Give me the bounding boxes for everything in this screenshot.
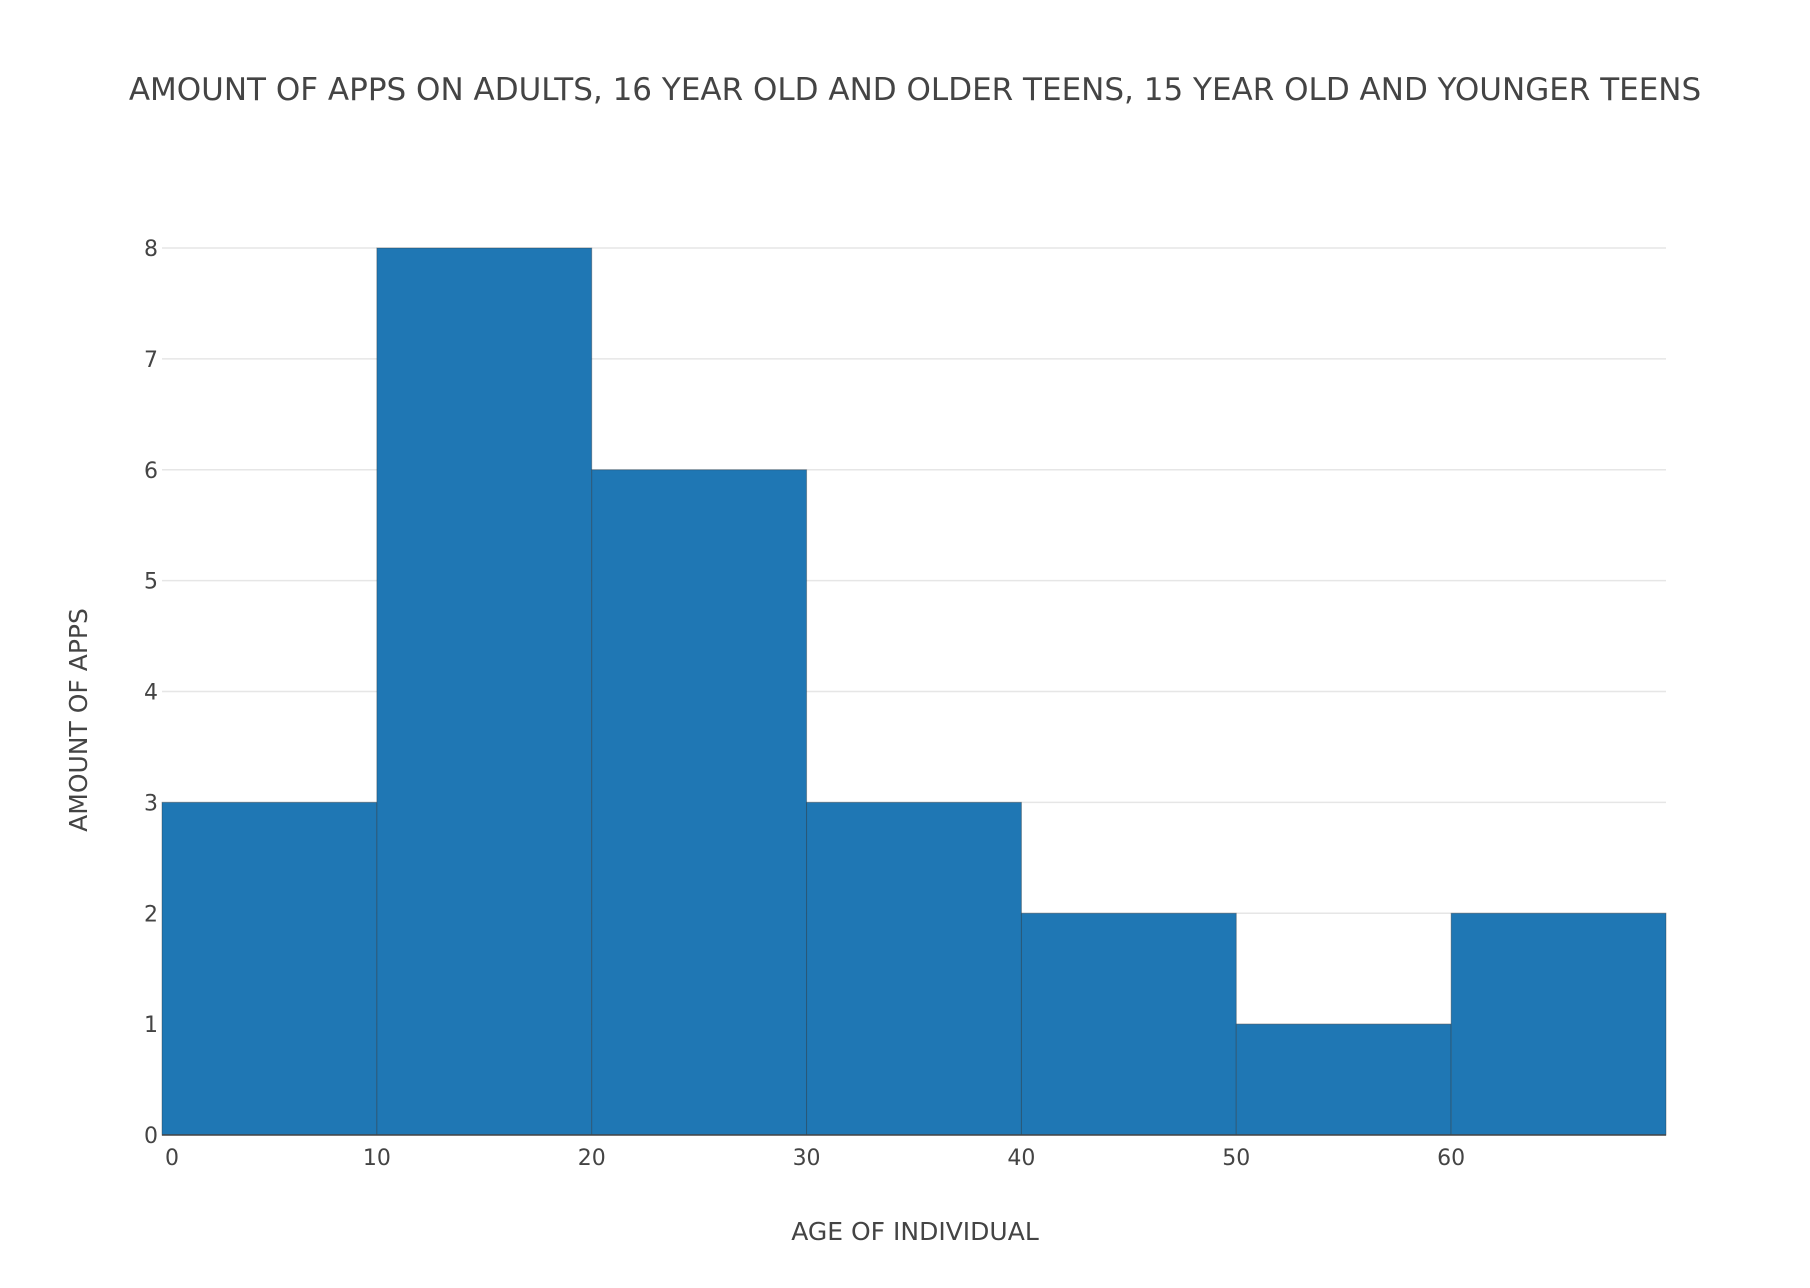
y-tick-label: 3 (144, 791, 158, 816)
axes: 0 1 2 3 4 5 6 7 8 0 10 20 30 40 50 60 (144, 237, 1666, 1171)
histogram-bar (1020, 912, 1237, 1136)
y-tick-label: 2 (144, 902, 158, 927)
histogram-bar (591, 469, 808, 1136)
y-tick-label: 0 (144, 1124, 158, 1149)
x-tick-label: 0 (165, 1146, 179, 1171)
y-tick-label: 6 (144, 459, 158, 484)
histogram-bar (161, 801, 378, 1136)
y-tick-label: 1 (144, 1013, 158, 1038)
y-axis-title: AMOUNT OF APPS (64, 608, 93, 832)
histogram-bar (1450, 912, 1667, 1136)
x-tick-label: 20 (578, 1146, 606, 1171)
x-tick-label: 50 (1222, 1146, 1250, 1171)
y-tick-label: 7 (144, 348, 158, 373)
histogram-bars (161, 247, 1667, 1136)
x-tick-label: 40 (1007, 1146, 1035, 1171)
x-tick-label: 30 (793, 1146, 821, 1171)
x-tick-label: 60 (1437, 1146, 1465, 1171)
y-tick-label: 5 (144, 570, 158, 595)
y-tick-label: 4 (144, 681, 158, 706)
x-tick-label: 10 (363, 1146, 391, 1171)
y-tick-label: 8 (144, 237, 158, 262)
chart-title: AMOUNT OF APPS ON ADULTS, 16 YEAR OLD AN… (129, 72, 1701, 108)
histogram-bar (806, 801, 1022, 1136)
x-axis-title: AGE OF INDIVIDUAL (791, 1217, 1039, 1246)
histogram-bar (376, 247, 593, 1136)
histogram-bar (1235, 1023, 1452, 1136)
